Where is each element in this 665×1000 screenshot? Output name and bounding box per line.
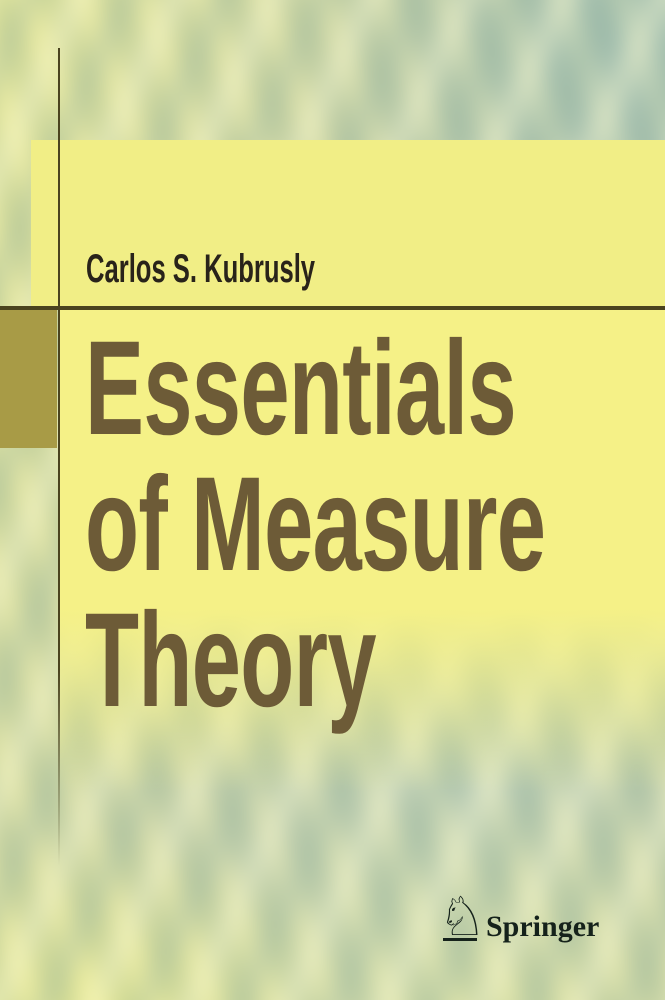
author-panel (31, 140, 665, 306)
title-line-1: Essentials (85, 314, 517, 463)
accent-square (0, 310, 57, 448)
author-name: Carlos S. Kubrusly (86, 247, 316, 291)
springer-horse-icon: ♘ (438, 885, 487, 948)
publisher-name: Springer (486, 910, 600, 943)
vertical-rule (58, 48, 60, 866)
title-panel (60, 310, 665, 792)
springer-horse-underline (443, 938, 477, 941)
title-line-2: of Measure (85, 450, 546, 599)
title-line-3: Theory (85, 586, 377, 735)
book-title: Essentials of Measure Theory (85, 321, 665, 729)
horizontal-rule (0, 306, 665, 310)
